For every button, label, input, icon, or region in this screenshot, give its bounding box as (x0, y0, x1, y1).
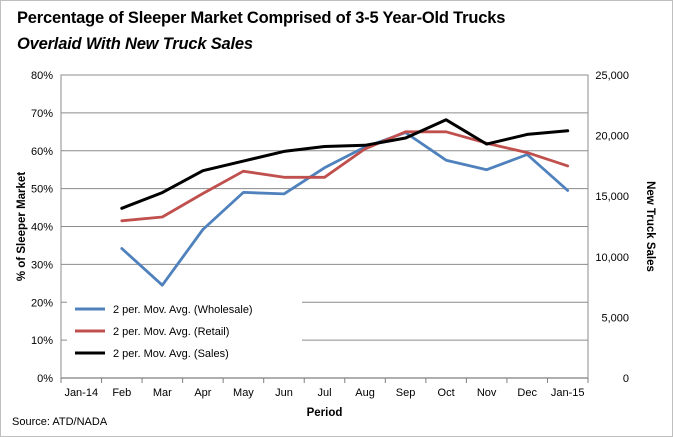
y2-tick-label: 15,000 (595, 191, 629, 203)
x-tick-label: Aug (355, 387, 375, 399)
x-tick-label: Feb (112, 387, 131, 399)
y2-tick-label: 20,000 (595, 131, 629, 143)
chart-title: Percentage of Sleeper Market Comprised o… (17, 9, 506, 27)
x-tick-label: Jun (275, 387, 293, 399)
y-tick-label: 80% (31, 70, 53, 82)
series-line-1 (120, 131, 570, 287)
y2-tick-label: 0 (623, 373, 629, 385)
x-tick-label: Oct (438, 387, 455, 399)
y2-tick-label: 25,000 (595, 70, 629, 82)
x-tick-label: Jan-15 (551, 387, 585, 399)
y2-axis-title: New Truck Sales (644, 181, 656, 272)
x-tick-label: Sep (396, 387, 416, 399)
y-tick-label: 40% (31, 222, 53, 234)
x-tick-label: May (233, 387, 254, 399)
x-axis-title: Period (307, 407, 343, 419)
y-tick-label: 30% (31, 259, 53, 271)
legend-label: 2 per. Mov. Avg. (Wholesale) (113, 304, 253, 316)
x-tick-label: Jan-14 (64, 387, 98, 399)
y-tick-label: 20% (31, 297, 53, 309)
y-tick-label: 60% (31, 146, 53, 158)
x-tick-label: Mar (153, 387, 172, 399)
y-tick-label: 10% (31, 335, 53, 347)
legend-label: 2 per. Mov. Avg. (Sales) (113, 348, 229, 360)
y-axis-title: % of Sleeper Market (16, 172, 28, 281)
y-tick-label: 0% (37, 373, 53, 385)
y2-tick-label: 5,000 (601, 312, 629, 324)
y-tick-label: 70% (31, 108, 53, 120)
y-tick-label: 50% (31, 184, 53, 196)
legend-box (67, 297, 302, 367)
x-tick-label: Nov (477, 387, 497, 399)
series-line-2 (120, 130, 570, 223)
y2-tick-label: 10,000 (595, 252, 629, 264)
legend-label: 2 per. Mov. Avg. (Retail) (113, 326, 229, 338)
x-tick-label: Apr (194, 387, 211, 399)
x-tick-label: Jul (317, 387, 331, 399)
source-note: Source: ATD/NADA (12, 416, 108, 428)
x-tick-label: Dec (517, 387, 537, 399)
series-line-3 (120, 118, 570, 210)
chart-subtitle: Overlaid With New Truck Sales (17, 35, 253, 53)
